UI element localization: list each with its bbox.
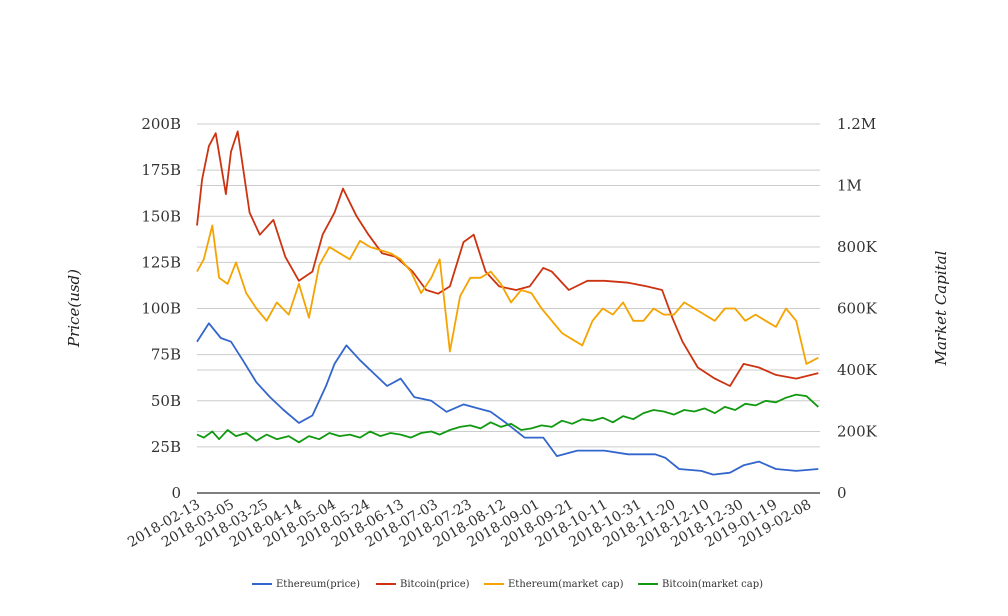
left-tick-label: 0 (171, 484, 181, 502)
left-tick-label: 150B (141, 207, 181, 225)
legend-item: Bitcoin(price) (376, 579, 470, 590)
right-axis-ticks: 0 200K 400K 600K 800K 1M 1.2M (837, 115, 878, 502)
right-tick-label: 800K (837, 238, 878, 256)
legend-item: Bitcoin(market cap) (638, 579, 763, 590)
left-axis-title: Price(usd) (65, 269, 83, 348)
left-tick-label: 75B (151, 346, 181, 364)
left-tick-label: 25B (151, 438, 181, 456)
series-line-ethereum-price (196, 322, 819, 476)
right-axis-title: Market Capital (932, 250, 950, 366)
legend: Ethereum(price) Bitcoin(price) Ethereum(ma… (252, 579, 763, 590)
right-tick-label: 400K (837, 361, 878, 379)
plot-area (196, 130, 819, 476)
series-line-ethereum-market-cap (196, 224, 819, 365)
left-tick-label: 100B (141, 300, 181, 318)
series-line-bitcoin-market-cap (196, 393, 819, 444)
series-line-bitcoin-price (196, 130, 819, 387)
x-axis-ticks: 2018-02-132018-03-052018-03-252018-04-14… (125, 497, 814, 551)
legend-item: Ethereum(market cap) (484, 579, 624, 590)
right-tick-label: 600K (837, 300, 878, 318)
grid-lines (197, 123, 820, 448)
left-tick-label: 125B (141, 253, 181, 271)
legend-label: Bitcoin(price) (400, 579, 470, 590)
legend-label: Ethereum(price) (276, 579, 360, 590)
left-tick-label: 175B (141, 161, 181, 179)
legend-label: Bitcoin(market cap) (662, 579, 763, 590)
right-tick-label: 1M (837, 177, 862, 195)
right-tick-label: 200K (837, 423, 878, 441)
left-tick-label: 200B (141, 115, 181, 133)
right-tick-label: 0 (837, 484, 847, 502)
legend-label: Ethereum(market cap) (508, 579, 624, 590)
legend-item: Ethereum(price) (252, 579, 360, 590)
right-tick-label: 1.2M (837, 115, 876, 133)
left-tick-label: 50B (151, 392, 181, 410)
left-axis-ticks: 0 25B 50B 75B 100B 125B 150B 175B 200B (141, 115, 181, 502)
